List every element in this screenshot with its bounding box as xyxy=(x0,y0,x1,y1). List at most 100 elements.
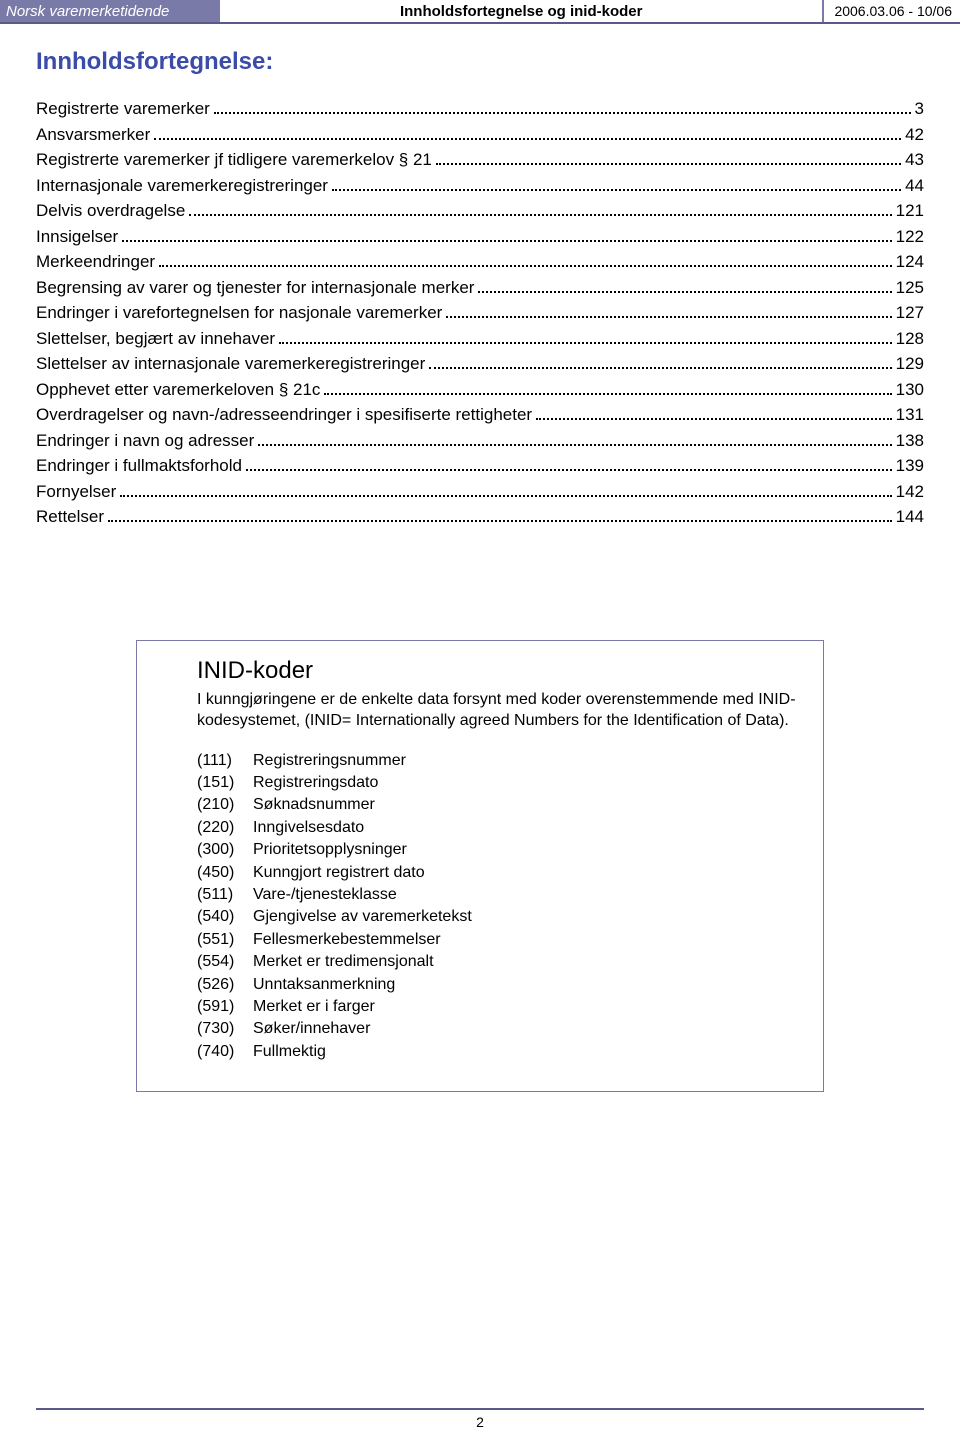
toc-page-number: 122 xyxy=(896,224,924,250)
toc-leader-dots xyxy=(108,507,892,522)
inid-code-number: (220) xyxy=(197,817,253,839)
toc-label: Endringer i varefortegnelsen for nasjona… xyxy=(36,300,442,326)
toc-leader-dots xyxy=(159,252,892,267)
toc-page-number: 127 xyxy=(896,300,924,326)
toc-row: Opphevet etter varemerkeloven § 21c 130 xyxy=(36,377,924,403)
inid-code-label: Unntaksanmerkning xyxy=(253,974,395,996)
inid-code-row: (540)Gjengivelse av varemerketekst xyxy=(197,906,805,928)
inid-code-row: (511)Vare-/tjenesteklasse xyxy=(197,884,805,906)
toc-page-number: 142 xyxy=(896,479,924,505)
toc-row: Endringer i varefortegnelsen for nasjona… xyxy=(36,300,924,326)
inid-code-label: Kunngjort registrert dato xyxy=(253,862,425,884)
inid-code-number: (551) xyxy=(197,929,253,951)
toc-label: Fornyelser xyxy=(36,479,116,505)
toc-page-number: 3 xyxy=(915,96,924,122)
toc-row: Begrensing av varer og tjenester for int… xyxy=(36,275,924,301)
toc-leader-dots xyxy=(429,354,891,369)
toc-page-number: 129 xyxy=(896,351,924,377)
toc-row: Registrerte varemerker 3 xyxy=(36,96,924,122)
toc-leader-dots xyxy=(436,150,901,165)
toc-label: Endringer i navn og adresser xyxy=(36,428,254,454)
toc-row: Endringer i navn og adresser 138 xyxy=(36,428,924,454)
toc-label: Opphevet etter varemerkeloven § 21c xyxy=(36,377,320,403)
header-right-wrap: 2006.03.06 - 10/06 xyxy=(822,0,960,22)
inid-code-number: (554) xyxy=(197,951,253,973)
toc-page-number: 128 xyxy=(896,326,924,352)
toc-label: Slettelser av internasjonale varemerkere… xyxy=(36,351,425,377)
inid-codes-list: (111)Registreringsnummer(151)Registrerin… xyxy=(197,750,805,1063)
toc-page-number: 130 xyxy=(896,377,924,403)
toc-page-number: 44 xyxy=(905,173,924,199)
toc-leader-dots xyxy=(214,99,911,114)
toc-leader-dots xyxy=(536,405,892,420)
header-divider xyxy=(822,0,824,22)
inid-intro: I kunngjøringene er de enkelte data fors… xyxy=(197,689,805,732)
toc-leader-dots xyxy=(279,328,892,343)
inid-code-label: Søknadsnummer xyxy=(253,794,375,816)
inid-code-number: (111) xyxy=(197,750,253,772)
inid-code-label: Merket er i farger xyxy=(253,996,375,1018)
inid-code-number: (526) xyxy=(197,974,253,996)
inid-code-number: (300) xyxy=(197,839,253,861)
toc-label: Slettelser, begjært av innehaver xyxy=(36,326,275,352)
toc-page-number: 124 xyxy=(896,249,924,275)
inid-code-row: (740)Fullmektig xyxy=(197,1041,805,1063)
inid-code-row: (554)Merket er tredimensjonalt xyxy=(197,951,805,973)
toc-leader-dots xyxy=(154,124,901,139)
inid-code-label: Merket er tredimensjonalt xyxy=(253,951,434,973)
inid-title: INID-koder xyxy=(197,657,805,685)
toc-row: Ansvarsmerker42 xyxy=(36,122,924,148)
inid-code-number: (210) xyxy=(197,794,253,816)
toc-label: Registrerte varemerker jf tidligere vare… xyxy=(36,147,432,173)
inid-code-row: (450)Kunngjort registrert dato xyxy=(197,862,805,884)
toc-label: Endringer i fullmaktsforhold xyxy=(36,453,242,479)
inid-code-row: (730)Søker/innehaver xyxy=(197,1018,805,1040)
inid-code-number: (511) xyxy=(197,884,253,906)
toc-leader-dots xyxy=(478,277,891,292)
toc-label: Merkeendringer xyxy=(36,249,155,275)
toc-label: Ansvarsmerker xyxy=(36,122,150,148)
page-title: Innholdsfortegnelse: xyxy=(36,48,924,76)
inid-code-number: (591) xyxy=(197,996,253,1018)
inid-code-row: (220)Inngivelsesdato xyxy=(197,817,805,839)
toc-row: Delvis overdragelse121 xyxy=(36,198,924,224)
toc-label: Rettelser xyxy=(36,504,104,530)
toc-leader-dots xyxy=(122,226,891,241)
inid-code-label: Registreringsnummer xyxy=(253,750,406,772)
toc-row: Fornyelser 142 xyxy=(36,479,924,505)
content-area: Innholdsfortegnelse: Registrerte varemer… xyxy=(0,24,960,1092)
toc-row: Slettelser av internasjonale varemerkere… xyxy=(36,351,924,377)
toc-label: Internasjonale varemerkeregistreringer xyxy=(36,173,328,199)
toc-leader-dots xyxy=(120,481,891,496)
toc-label: Delvis overdragelse xyxy=(36,198,185,224)
inid-code-number: (540) xyxy=(197,906,253,928)
toc-row: Rettelser 144 xyxy=(36,504,924,530)
toc-row: Overdragelser og navn-/adresseendringer … xyxy=(36,402,924,428)
inid-code-row: (551)Fellesmerkebestemmelser xyxy=(197,929,805,951)
toc-leader-dots xyxy=(246,456,892,471)
toc-leader-dots xyxy=(324,379,891,394)
inid-code-row: (526)Unntaksanmerkning xyxy=(197,974,805,996)
inid-code-label: Prioritetsopplysninger xyxy=(253,839,407,861)
inid-code-number: (740) xyxy=(197,1041,253,1063)
inid-code-row: (591)Merket er i farger xyxy=(197,996,805,1018)
inid-code-number: (151) xyxy=(197,772,253,794)
header-date: 2006.03.06 - 10/06 xyxy=(834,3,960,19)
toc-page-number: 144 xyxy=(896,504,924,530)
inid-code-label: Inngivelsesdato xyxy=(253,817,364,839)
inid-code-label: Registreringsdato xyxy=(253,772,378,794)
toc-label: Registrerte varemerker xyxy=(36,96,210,122)
toc-row: Endringer i fullmaktsforhold139 xyxy=(36,453,924,479)
toc-label: Begrensing av varer og tjenester for int… xyxy=(36,275,474,301)
header-title: Innholdsfortegnelse og inid-koder xyxy=(220,0,822,22)
inid-code-label: Vare-/tjenesteklasse xyxy=(253,884,397,906)
toc-leader-dots xyxy=(446,303,891,318)
inid-code-number: (730) xyxy=(197,1018,253,1040)
toc-leader-dots xyxy=(332,175,901,190)
toc-page-number: 138 xyxy=(896,428,924,454)
table-of-contents: Registrerte varemerker3Ansvarsmerker42Re… xyxy=(36,96,924,530)
page-number: 2 xyxy=(36,1408,924,1430)
page-footer: 2 xyxy=(36,1408,924,1430)
publication-logo: Norsk varemerketidende xyxy=(0,0,220,22)
inid-code-label: Fullmektig xyxy=(253,1041,326,1063)
